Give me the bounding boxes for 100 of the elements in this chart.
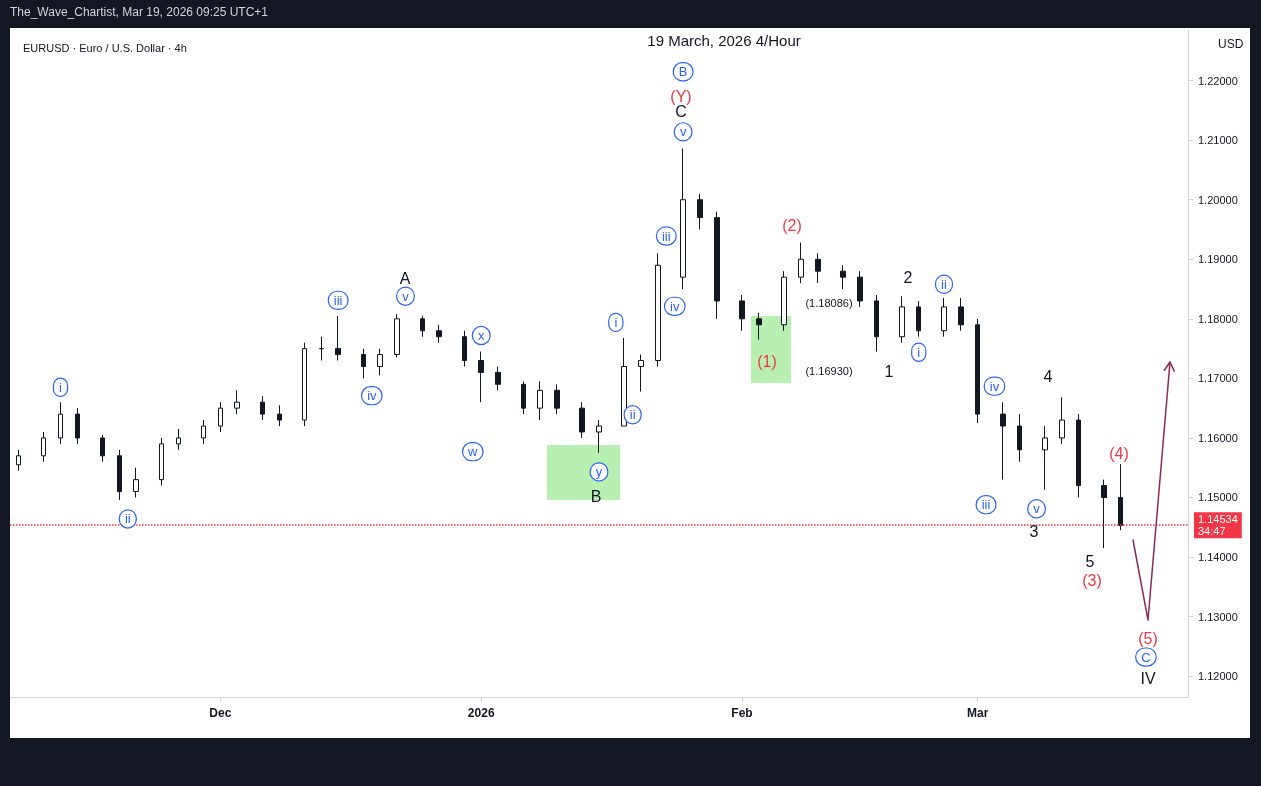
- y-tick-label: 1.16000: [1198, 431, 1238, 444]
- annotation: IV: [1140, 669, 1156, 687]
- candlestick: [1042, 425, 1048, 491]
- candlestick: [638, 354, 644, 392]
- annotation: (3): [1082, 571, 1102, 589]
- candlestick: [201, 419, 206, 445]
- candlestick: [1000, 401, 1006, 481]
- annotation: iii: [661, 228, 671, 244]
- annotation: ii: [629, 407, 636, 423]
- candlestick: [697, 193, 703, 230]
- annotation: (Y): [670, 87, 692, 105]
- candlestick: [874, 294, 879, 353]
- candlestick: [756, 312, 762, 341]
- candlestick: [462, 330, 467, 367]
- candlestick: [335, 315, 341, 362]
- candlestick: [579, 401, 585, 439]
- candlestick: [176, 428, 181, 451]
- candlestick: [596, 419, 602, 454]
- candlestick: [680, 148, 686, 290]
- annotation: i: [59, 379, 63, 395]
- annotation: w: [467, 444, 479, 460]
- x-tick-label: Dec: [209, 706, 232, 720]
- annotation: v: [402, 288, 410, 304]
- candlestick: [41, 431, 46, 463]
- annotation: iv: [989, 378, 1000, 394]
- candlestick: [117, 449, 122, 501]
- candlestick: [218, 401, 223, 433]
- y-tick-label: 1.17000: [1198, 372, 1238, 385]
- candlestick: [319, 336, 324, 362]
- candlestick: [495, 365, 501, 391]
- candlestick: [377, 348, 383, 376]
- annotation: iv: [367, 388, 378, 404]
- candlestick: [58, 401, 63, 445]
- annotation: 5: [1085, 552, 1095, 570]
- candlestick: [133, 467, 139, 498]
- annotation: iv: [670, 298, 680, 314]
- y-tick-label: 1.22000: [1198, 74, 1238, 87]
- text: EURUSD · Euro / U.S. Dollar · 4h: [23, 41, 187, 54]
- annotation: v: [679, 124, 687, 140]
- candlestick: [436, 324, 442, 344]
- candlestick: [234, 389, 240, 415]
- annotation: (1.16930): [805, 365, 853, 377]
- annotation: 4: [1043, 367, 1053, 385]
- annotation: 1: [884, 362, 894, 380]
- candlestick: [75, 407, 80, 445]
- annotation: B: [590, 487, 602, 505]
- candlestick: [941, 297, 947, 338]
- candlestick: [277, 404, 282, 427]
- candlestick: [159, 437, 164, 487]
- candlestick: [1059, 396, 1065, 445]
- annotation: C: [675, 102, 687, 120]
- annotation: C: [1141, 649, 1151, 665]
- candlestick: [1101, 479, 1107, 549]
- candlestick: [16, 449, 21, 472]
- candlestick: [655, 252, 661, 367]
- candlestick: [815, 252, 821, 284]
- candlestick: [840, 264, 846, 290]
- candlestick: [975, 318, 980, 424]
- candlestick: [394, 313, 400, 359]
- candlestick: [420, 315, 425, 338]
- annotation: i: [614, 314, 618, 330]
- candlestick: [361, 348, 366, 379]
- candlestick: [302, 342, 307, 427]
- candlestick: [1076, 413, 1081, 498]
- annotation: ii: [124, 511, 131, 527]
- candlestick: [521, 380, 526, 415]
- candlestick: [478, 351, 484, 403]
- ref-line-label: 1.14534 34:47: [1198, 513, 1238, 538]
- annotation: 2: [903, 268, 913, 286]
- candlestick: [781, 270, 787, 332]
- annotation: 3: [1029, 522, 1039, 540]
- y-tick-label: 1.12000: [1198, 670, 1238, 683]
- candlestick: [260, 395, 265, 421]
- candlestick: [714, 211, 720, 320]
- annotation: (4): [1109, 444, 1129, 462]
- x-tick-label: 2026: [467, 706, 495, 720]
- y-tick-label: 1.13000: [1198, 610, 1238, 623]
- annotation: (1.18086): [805, 297, 853, 309]
- y-tick-label: 1.14000: [1198, 551, 1238, 564]
- candlestick: [916, 300, 921, 338]
- annotation: x: [477, 328, 485, 344]
- annotation: iii: [981, 497, 991, 513]
- annotation: (5): [1138, 629, 1158, 647]
- y-tick-label: 1.15000: [1198, 491, 1238, 504]
- y-axis-title: USD: [1218, 37, 1244, 51]
- candlestick: [1118, 463, 1123, 531]
- annotation: (2): [782, 216, 802, 234]
- x-tick-label: Feb: [731, 706, 753, 720]
- chart-title: 19 March, 2026 4/Hour: [647, 32, 801, 49]
- candlestick: [100, 434, 105, 463]
- candlestick: [899, 295, 905, 344]
- candlestick: [739, 294, 745, 332]
- candlestick: [958, 297, 964, 332]
- candlestick: [857, 270, 863, 308]
- annotation: ii: [941, 276, 947, 292]
- x-tick-label: Mar: [966, 706, 989, 720]
- y-tick-label: 1.20000: [1198, 193, 1238, 206]
- y-tick-label: 1.21000: [1198, 134, 1238, 147]
- annotation: i: [917, 344, 921, 360]
- candlestick: [554, 383, 560, 415]
